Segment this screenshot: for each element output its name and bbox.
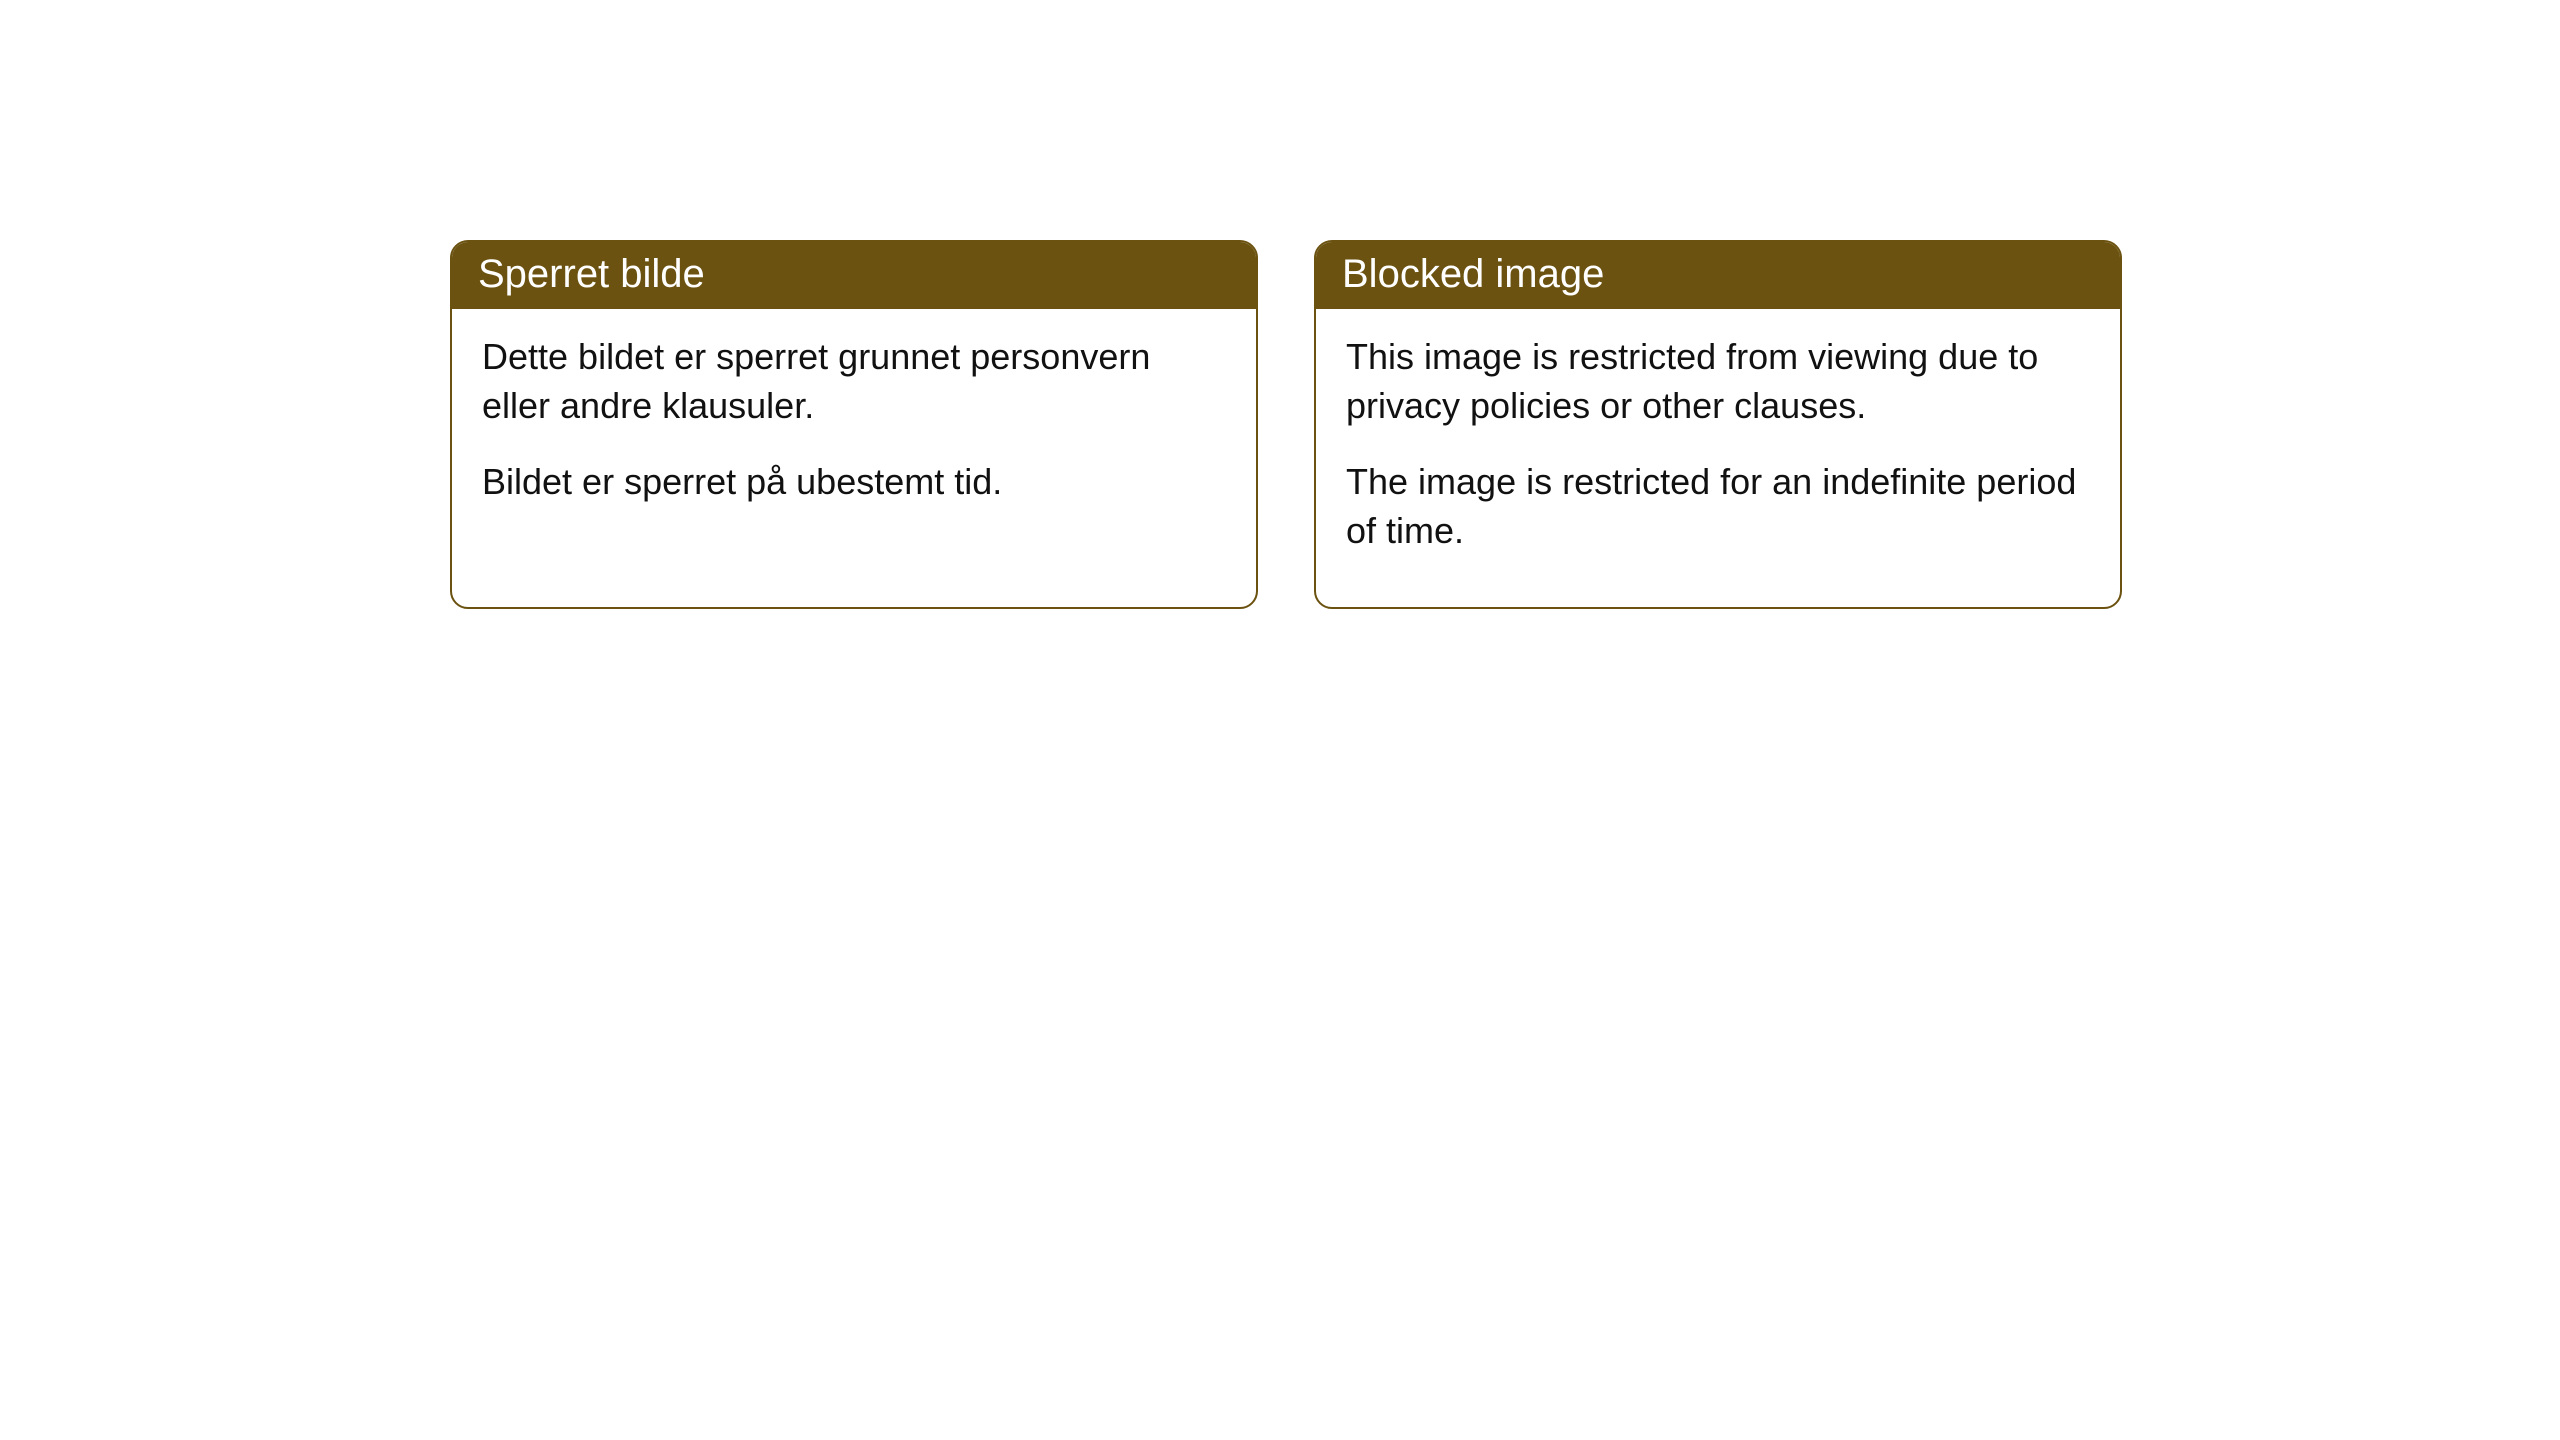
notice-card-english: Blocked image This image is restricted f… xyxy=(1314,240,2122,609)
card-title: Sperret bilde xyxy=(478,252,705,296)
notice-cards-container: Sperret bilde Dette bildet er sperret gr… xyxy=(450,240,2122,609)
card-paragraph: The image is restricted for an indefinit… xyxy=(1346,458,2090,555)
card-title: Blocked image xyxy=(1342,252,1604,296)
notice-card-norwegian: Sperret bilde Dette bildet er sperret gr… xyxy=(450,240,1258,609)
card-header: Blocked image xyxy=(1316,242,2120,309)
card-body: This image is restricted from viewing du… xyxy=(1316,309,2120,607)
card-paragraph: This image is restricted from viewing du… xyxy=(1346,333,2090,430)
card-paragraph: Dette bildet er sperret grunnet personve… xyxy=(482,333,1226,430)
card-header: Sperret bilde xyxy=(452,242,1256,309)
card-paragraph: Bildet er sperret på ubestemt tid. xyxy=(482,458,1226,507)
card-body: Dette bildet er sperret grunnet personve… xyxy=(452,309,1256,559)
